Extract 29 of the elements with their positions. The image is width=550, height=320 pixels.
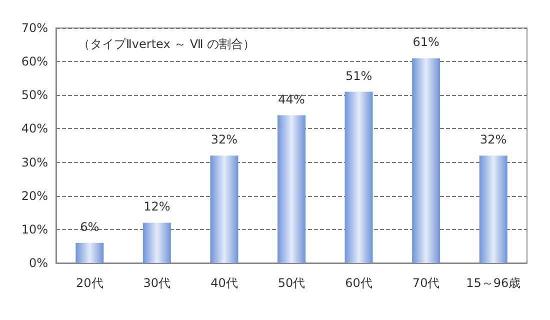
x-tick-label: 15～96歳 [466, 276, 521, 290]
bar [142, 222, 171, 263]
data-label: 61% [412, 35, 440, 50]
y-tick-label: 10% [21, 222, 48, 236]
x-tick-label: 40代 [210, 276, 238, 290]
y-tick-label: 0% [28, 256, 48, 270]
x-tick-label: 50代 [278, 276, 306, 290]
y-tick-label: 60% [21, 54, 48, 69]
x-tick-label: 70代 [412, 276, 440, 290]
y-tick-label: 30% [21, 155, 48, 170]
bar [278, 115, 306, 263]
bar [210, 156, 238, 263]
data-label: 44% [278, 92, 305, 106]
data-label: 32% [480, 132, 507, 147]
data-label: 51% [345, 68, 372, 83]
bar [344, 92, 373, 263]
y-tick-label: 40% [21, 122, 48, 136]
bar [76, 242, 104, 263]
y-tick-label: 50% [21, 88, 48, 102]
bar [479, 156, 508, 263]
y-tick-label: 70% [21, 21, 48, 35]
data-label: 32% [210, 132, 238, 147]
y-tick-label: 20% [21, 188, 48, 203]
annotation: （タイプⅡvertex ～ Ⅶ の割合） [78, 37, 256, 51]
x-tick-label: 30代 [143, 276, 171, 290]
data-label: 12% [144, 200, 170, 214]
x-tick-label: 20代 [76, 276, 104, 290]
bar [412, 58, 440, 263]
x-tick-label: 60代 [345, 276, 372, 290]
